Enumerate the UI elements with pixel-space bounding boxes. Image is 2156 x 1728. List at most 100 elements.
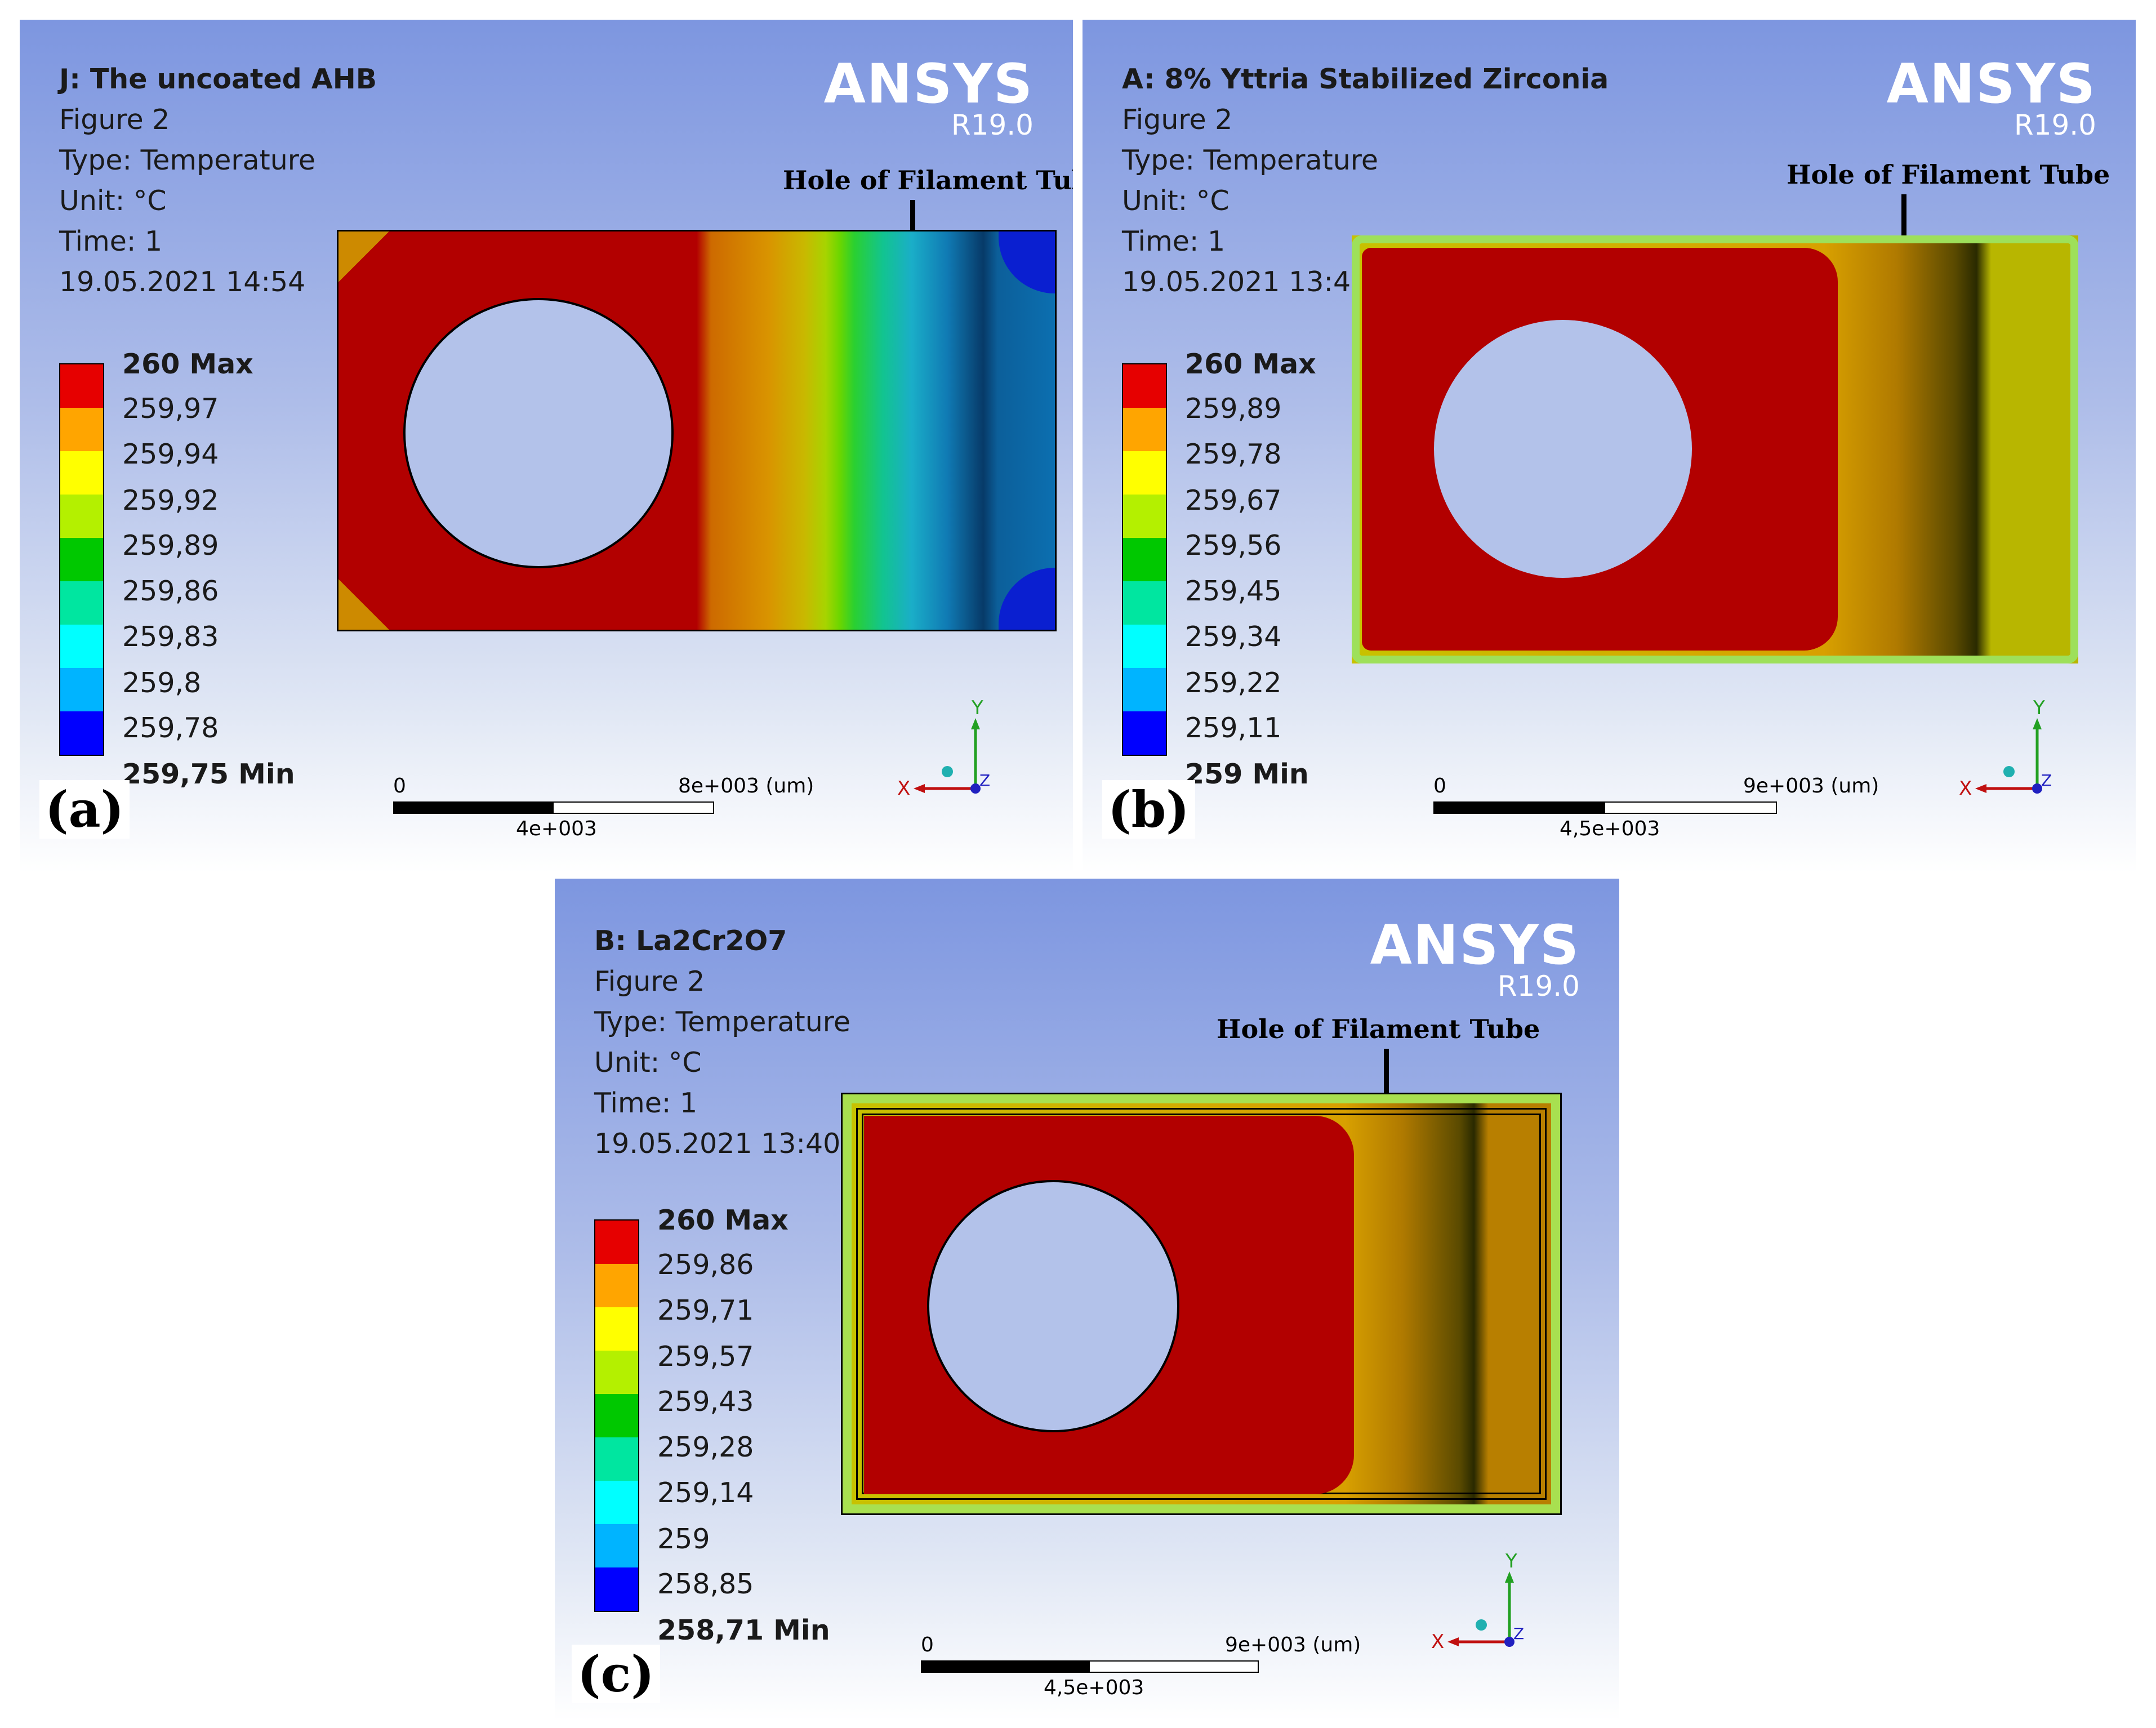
outer-rim xyxy=(843,1094,1560,1513)
result-time: Time: 1 xyxy=(1122,225,1226,257)
legend-max: 260 Max xyxy=(1185,348,1316,380)
outer-rim xyxy=(1352,235,2078,663)
result-unit: Unit: °C xyxy=(1122,185,1230,217)
axis-y-label: Y xyxy=(2033,697,2045,719)
legend-value: 259,57 xyxy=(657,1340,754,1373)
scale-bar: 0 9e+003 (um) 4,5e+003 xyxy=(1433,774,1884,842)
contour-plot xyxy=(1352,235,2078,663)
hole-label: Hole of Filament Tube xyxy=(783,165,1073,195)
legend-min: 259,75 Min xyxy=(122,758,295,790)
result-time: Time: 1 xyxy=(59,225,163,257)
legend-swatch xyxy=(595,1567,638,1611)
cold-corner xyxy=(999,231,1055,293)
axis-y-label: Y xyxy=(971,697,983,719)
legend-swatch xyxy=(60,408,103,451)
axis-z-label: Z xyxy=(1513,1624,1524,1643)
brand-version: R19.0 xyxy=(1497,970,1580,1003)
scale-bar: 0 9e+003 (um) 4,5e+003 xyxy=(921,1633,1371,1701)
legend-swatch xyxy=(595,1437,638,1481)
result-type: Type: Temperature xyxy=(594,1006,851,1038)
legend-value: 259,28 xyxy=(657,1431,754,1463)
legend-swatches xyxy=(59,363,104,756)
legend-swatch xyxy=(1123,408,1166,451)
axis-triad: Y X Z xyxy=(897,697,990,797)
filament-hole xyxy=(1434,320,1692,578)
result-time: Time: 1 xyxy=(594,1087,698,1119)
legend-min: 258,71 Min xyxy=(657,1614,830,1646)
legend-swatch xyxy=(1123,451,1166,495)
hole-label: Hole of Filament Tube xyxy=(1217,1014,1540,1044)
axis-x-label: X xyxy=(897,777,910,797)
contour-plot xyxy=(841,1093,1562,1515)
legend-swatch xyxy=(1123,538,1166,581)
legend-value: 259,45 xyxy=(1185,575,1282,607)
legend-value: 259,89 xyxy=(122,529,219,562)
legend-swatch xyxy=(1123,581,1166,625)
legend-value: 259,78 xyxy=(1185,438,1282,470)
ansys-logo: ANSYS R19.0 xyxy=(1887,57,2096,139)
filament-hole xyxy=(403,298,674,568)
warm-corner xyxy=(338,231,389,282)
scale-mid: 4,5e+003 xyxy=(1560,817,1660,840)
ansys-logo: ANSYS R19.0 xyxy=(824,57,1034,139)
contour-plot xyxy=(337,230,1057,631)
legend-swatch xyxy=(1123,495,1166,538)
result-unit: Unit: °C xyxy=(59,185,167,217)
legend-max: 260 Max xyxy=(122,348,253,380)
axis-y-label: Y xyxy=(1505,1550,1517,1573)
figure-name: Figure 2 xyxy=(59,104,170,136)
result-info: B: La2Cr2O7 Figure 2 Type: Temperature U… xyxy=(594,921,850,1164)
scale-zero: 0 xyxy=(1433,774,1446,798)
result-date: 19.05.2021 13:45 xyxy=(1122,266,1369,298)
legend-swatch xyxy=(595,1221,638,1264)
result-info: J: The uncoated AHB Figure 2 Type: Tempe… xyxy=(59,59,377,302)
panel-c: B: La2Cr2O7 Figure 2 Type: Temperature U… xyxy=(555,879,1619,1721)
result-type: Type: Temperature xyxy=(1122,144,1379,176)
scale-zero: 0 xyxy=(393,774,406,798)
filament-hole xyxy=(927,1180,1179,1432)
legend-swatch xyxy=(595,1264,638,1307)
legend-swatch xyxy=(60,711,103,755)
axis-x-label: X xyxy=(1431,1631,1444,1650)
result-title: J: The uncoated AHB xyxy=(59,63,377,95)
axis-x-label: X xyxy=(1959,777,1972,797)
legend-swatch xyxy=(595,1394,638,1437)
scale-bar-track xyxy=(1433,801,1777,814)
legend-swatch xyxy=(595,1524,638,1567)
legend-value: 259,43 xyxy=(657,1386,754,1418)
legend-value: 259,71 xyxy=(657,1294,754,1326)
legend-swatch xyxy=(1123,668,1166,711)
legend-swatch xyxy=(60,581,103,625)
legend-swatches xyxy=(594,1219,639,1612)
legend-swatch xyxy=(60,625,103,668)
scale-bar-track xyxy=(921,1660,1259,1673)
result-title: A: 8% Yttria Stabilized Zirconia xyxy=(1122,63,1609,95)
legend-value: 259,89 xyxy=(1185,393,1282,425)
result-date: 19.05.2021 14:54 xyxy=(59,266,306,298)
axis-triad: Y X Z xyxy=(1959,697,2052,797)
result-date: 19.05.2021 13:40 xyxy=(594,1128,841,1160)
figure-name: Figure 2 xyxy=(1122,104,1233,136)
legend-swatch xyxy=(60,668,103,711)
scale-mid: 4,5e+003 xyxy=(1044,1676,1144,1699)
legend-value: 258,85 xyxy=(657,1568,754,1600)
legend-value: 259,14 xyxy=(657,1477,754,1509)
legend-swatch xyxy=(60,451,103,495)
scale-max: 9e+003 (um) xyxy=(1743,774,1879,798)
legend-swatch xyxy=(1123,625,1166,668)
hole-marker xyxy=(1901,194,1906,256)
legend-value: 259,56 xyxy=(1185,529,1282,562)
inner-frame xyxy=(856,1108,1547,1500)
legend-value: 259,8 xyxy=(122,667,202,699)
legend-value: 259,22 xyxy=(1185,667,1282,699)
legend-value: 259,86 xyxy=(657,1249,754,1281)
panel-label: (a) xyxy=(39,780,130,839)
legend-swatch xyxy=(595,1481,638,1524)
legend-value: 259,11 xyxy=(1185,712,1282,744)
axis-triad: Y X Z xyxy=(1431,1550,1524,1650)
legend-value: 259,86 xyxy=(122,575,219,607)
legend-swatch xyxy=(60,495,103,538)
legend-value: 259,67 xyxy=(1185,484,1282,516)
scale-max: 8e+003 (um) xyxy=(678,774,814,798)
result-unit: Unit: °C xyxy=(594,1046,702,1079)
